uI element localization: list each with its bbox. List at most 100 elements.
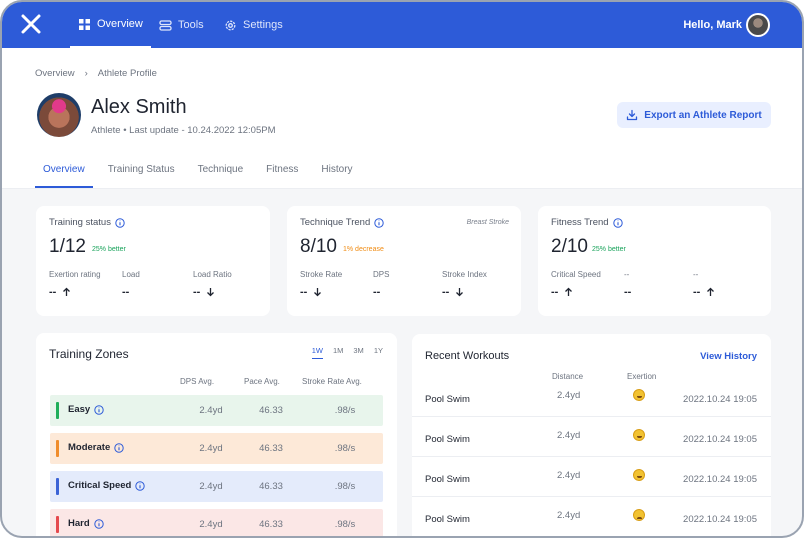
smiling-face-icon [633,429,645,441]
zone-name-text: Easy [68,404,91,415]
tab-history[interactable]: History [321,164,353,175]
metric-value-text: -- [49,286,57,298]
column-header: Stroke Rate Avg. [302,377,362,386]
workout-name: Pool Swim [425,474,470,485]
recent-workouts-card: Recent Workouts View History Distance Ex… [412,334,771,536]
workout-distance: 2.4yd [557,470,581,481]
tab-overview[interactable]: Overview [35,158,93,188]
workout-date: 2022.10.24 19:05 [683,434,757,445]
arrow-down-icon [456,288,464,297]
zone-row-critical-speed[interactable]: Critical Speed 2.4yd 46.33 .98/s [50,471,383,502]
zone-color-bar [56,478,59,495]
metric-value-text: -- [193,286,201,298]
zone-pace: 46.33 [259,443,283,454]
info-icon[interactable] [374,217,384,228]
metric-value-text: -- [551,286,559,298]
athlete-name: Alex Smith [91,96,187,118]
stat-value: 8/10 [300,236,337,257]
metric-value: -- [122,286,129,298]
nav-settings[interactable]: Settings [224,2,283,48]
zone-row-easy[interactable]: Easy 2.4yd 46.33 .98/s [50,395,383,426]
card-title: Fitness Trend [551,217,623,228]
zone-name-text: Moderate [68,442,111,453]
fitness-trend-card: Fitness Trend 2/10 25% better Critical S… [538,206,771,316]
zone-dps: 2.4yd [199,481,223,492]
range-3m[interactable]: 3M [353,346,364,355]
export-report-button[interactable]: Export an Athlete Report [617,102,771,128]
zone-color-bar [56,516,59,533]
breadcrumb-athlete-profile: Athlete Profile [97,68,157,79]
workout-row[interactable]: Pool Swim 2.4yd 2022.10.24 19:05 [412,417,771,457]
metric-value: -- [300,286,322,298]
info-icon[interactable] [93,518,104,529]
range-1m[interactable]: 1M [332,346,344,355]
range-1y[interactable]: 1Y [373,346,383,355]
card-title-text: Technique Trend [300,217,371,228]
metric-label: Exertion rating [49,270,101,279]
metric-value-text: -- [442,286,450,298]
tired-face-icon [633,509,645,521]
zone-stroke-rate: .98/s [334,405,356,416]
zone-name-text: Critical Speed [68,480,132,491]
workout-row[interactable]: Pool Swim 2.4yd 2022.10.24 19:05 [412,497,771,536]
range-1w[interactable]: 1W [311,346,323,359]
zone-row-hard[interactable]: Hard 2.4yd 46.33 .98/s [50,509,383,536]
tab-technique[interactable]: Technique [197,164,244,175]
chevron-right-icon: › [84,68,88,79]
column-header: Exertion [627,372,657,381]
workout-row[interactable]: Pool Swim 2.4yd 2022.10.24 19:05 [412,457,771,497]
info-icon[interactable] [612,217,623,228]
metric-label: Stroke Rate [300,270,343,279]
metric-value: -- [442,286,464,298]
view-history-link[interactable]: View History [700,351,757,362]
greeting: Hello, Mark [683,19,742,31]
metric-value-text: -- [300,286,308,298]
zone-color-bar [56,402,59,419]
metric-value: -- [693,286,715,298]
info-icon[interactable] [135,480,146,491]
workout-row[interactable]: Pool Swim 2.4yd 2022.10.24 19:05 [412,377,771,417]
arrow-up-icon [707,287,715,296]
metric-value: -- [624,286,631,298]
workout-date: 2022.10.24 19:05 [683,474,757,485]
nav-overview[interactable]: Overview [70,2,151,48]
info-icon[interactable] [115,217,125,228]
tab-fitness[interactable]: Fitness [266,164,299,175]
top-navigation-bar: Overview Tools Settings Hello, Mark [2,2,802,48]
nav-overview-label: Overview [97,18,143,30]
zone-stroke-rate: .98/s [334,443,356,454]
workout-date: 2022.10.24 19:05 [683,394,757,405]
tab-training-status[interactable]: Training Status [107,164,175,175]
metric-label: -- [624,270,630,279]
user-avatar[interactable] [746,13,770,37]
zone-dps: 2.4yd [199,405,223,416]
metric-value: -- [193,286,215,298]
database-icon [159,19,172,31]
stroke-type-note: Breast Stroke [466,219,509,226]
metric-value-text: -- [624,286,632,298]
grinning-face-icon [633,389,645,401]
workout-distance: 2.4yd [557,430,581,441]
zone-name: Moderate [68,442,124,453]
info-icon[interactable] [94,404,104,415]
zone-color-bar [56,440,59,457]
profile-header: Overview › Athlete Profile Alex Smith At… [2,48,802,189]
recent-workouts-title: Recent Workouts [425,350,510,362]
card-title-text: Fitness Trend [551,217,609,228]
column-header: DPS Avg. [180,377,215,386]
arrow-up-icon [565,287,573,296]
arrow-down-icon [314,288,322,297]
metric-value-text: -- [693,286,701,298]
workout-distance: 2.4yd [557,390,581,401]
zone-name: Easy [68,404,104,415]
zone-name: Critical Speed [68,480,146,491]
grid-icon [79,18,90,30]
metric-label: Stroke Index [442,270,487,279]
metric-value: -- [551,286,573,298]
info-icon[interactable] [114,442,124,453]
zone-row-moderate[interactable]: Moderate 2.4yd 46.33 .98/s [50,433,383,464]
breadcrumb-overview[interactable]: Overview [35,68,75,79]
app-logo-icon[interactable] [20,13,42,35]
nav-tools[interactable]: Tools [159,2,204,48]
